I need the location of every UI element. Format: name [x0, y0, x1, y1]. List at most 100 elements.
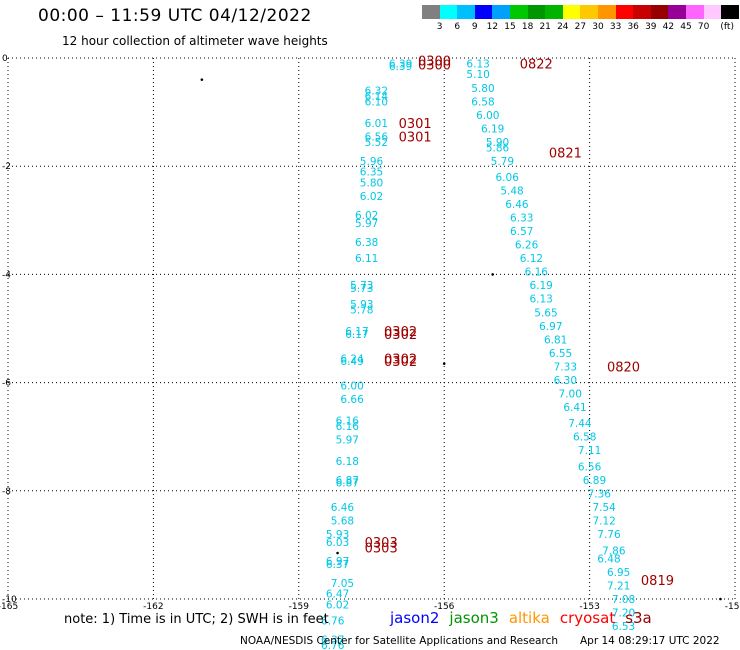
swh-value: 5.73 [350, 280, 373, 292]
swh-value: 7.44 [568, 418, 592, 430]
y-tick-label: -2 [2, 162, 11, 172]
swh-value: 5.93 [350, 299, 373, 311]
swh-value: 5.65 [534, 307, 557, 319]
swh-value: 6.58 [573, 432, 596, 444]
color-swatch [439, 5, 458, 19]
swh-value: 6.24 [340, 353, 364, 365]
color-swatch [545, 5, 563, 19]
y-tick-label: -6 [2, 379, 11, 389]
swh-value: 5.90 [486, 137, 509, 149]
swh-value: 6.46 [505, 199, 529, 211]
swh-value: 6.53 [612, 621, 635, 633]
satellite-legend: jason2 jason3 altika cryosat s3a [390, 609, 652, 627]
color-legend-label: 15 [504, 22, 516, 32]
swh-value: 6.10 [365, 96, 388, 108]
color-swatch [668, 5, 686, 19]
swh-value: 5.97 [336, 434, 359, 446]
color-legend-label: 45 [680, 22, 692, 32]
swh-value: 5.79 [491, 156, 514, 168]
swh-value: 6.87 [336, 475, 359, 487]
pass-time-label: 0302 [384, 352, 417, 367]
color-swatch [492, 5, 510, 19]
color-legend-labels: 3 6 9 12 15 18 21 24 27 30 33 36 39 42 45 70 (ft) [422, 22, 740, 36]
satellite-altika: altika [508, 609, 550, 627]
swh-value: 6.46 [331, 502, 355, 514]
color-legend-label: 27 [574, 22, 587, 32]
y-tick-label: -8 [2, 487, 11, 497]
swh-value: 7.21 [607, 580, 630, 592]
island-dot [200, 78, 204, 81]
x-tick-label: -165 [0, 602, 18, 612]
color-swatch [562, 5, 581, 19]
swh-value: 6.00 [476, 110, 499, 122]
swh-value: 6.87 [336, 478, 359, 490]
swh-value: 6.97 [539, 321, 562, 333]
swh-value: 7.33 [554, 361, 577, 373]
swh-value: 6.81 [544, 334, 567, 346]
x-tick-label: -156 [434, 602, 455, 612]
pass-time-label: 0300 [418, 55, 451, 70]
swh-value: 6.49 [340, 356, 363, 368]
pass-time-label: 0820 [607, 360, 640, 375]
swh-value: 5.86 [486, 142, 510, 154]
swh-value: 6.17 [345, 329, 368, 341]
pass-time-label: 0301 [399, 130, 432, 145]
color-swatch [703, 5, 722, 19]
footnote: note: 1) Time is in UTC; 2) SWH is in fe… [64, 612, 329, 627]
color-swatch [597, 5, 616, 19]
swh-value: 6.03 [326, 537, 349, 549]
pass-time-label: 0301 [399, 117, 432, 132]
color-legend-label: 9 [471, 22, 478, 32]
color-swatch [650, 5, 669, 19]
page-subtitle: 12 hour collection of altimeter wave hei… [62, 34, 328, 48]
swh-value: 6.66 [340, 394, 364, 406]
swh-value: 6.56 [365, 131, 389, 143]
color-legend-label: 18 [521, 22, 534, 32]
swh-value: 7.36 [588, 489, 612, 501]
swh-value: 6.12 [520, 253, 543, 265]
swh-value: 6.33 [510, 213, 533, 225]
swh-value: 6.13 [529, 294, 552, 306]
swh-value: 6.97 [326, 556, 349, 568]
swh-value: 5.10 [466, 69, 489, 81]
swh-value: 5.97 [355, 218, 378, 230]
swh-value: 6.19 [529, 280, 552, 292]
swh-value: 6.02 [355, 210, 378, 222]
x-tick-label: -153 [579, 602, 599, 612]
swh-value: 5.48 [500, 186, 523, 198]
swh-value: 6.01 [365, 118, 388, 130]
color-swatch [721, 5, 739, 19]
swh-value: 6.89 [583, 475, 606, 487]
swh-value: 6.26 [515, 240, 539, 252]
pass-time-label: 0300 [418, 58, 451, 73]
swh-value: 6.58 [471, 96, 494, 108]
swh-value: 6.56 [578, 461, 602, 473]
swh-value: 6.55 [549, 348, 572, 360]
swh-value: 6.16 [336, 415, 360, 427]
y-tick-label: 0 [2, 54, 8, 64]
y-tick-label: -4 [2, 270, 11, 280]
swh-value: 6.95 [607, 567, 630, 579]
color-legend-label: 36 [627, 22, 639, 32]
swh-value: 6.35 [360, 167, 383, 179]
swh-value: 6.39 [389, 61, 412, 73]
swh-value: 6.76 [321, 640, 345, 650]
swh-value: 6.48 [597, 553, 620, 565]
swh-value: 7.76 [597, 529, 621, 541]
swh-value: 6.16 [336, 421, 360, 433]
satellite-s3a: s3a [625, 609, 652, 627]
credit-line: NOAA/NESDIS Center for Satellite Applica… [240, 635, 558, 647]
swh-value: 6.37 [326, 559, 349, 571]
satellite-jason3: jason3 [449, 609, 499, 627]
swh-value: 7.05 [331, 578, 354, 590]
y-tick-label: -10 [2, 595, 17, 605]
color-swatch [580, 5, 598, 19]
swh-value: 6.38 [355, 237, 378, 249]
pass-time-label: 0819 [641, 574, 674, 589]
color-legend-label: 21 [539, 22, 551, 32]
color-legend-label: 30 [592, 22, 604, 32]
swh-value: 6.11 [355, 253, 378, 265]
pass-time-label: 0303 [365, 542, 398, 557]
x-tick-label: -162 [143, 602, 163, 612]
